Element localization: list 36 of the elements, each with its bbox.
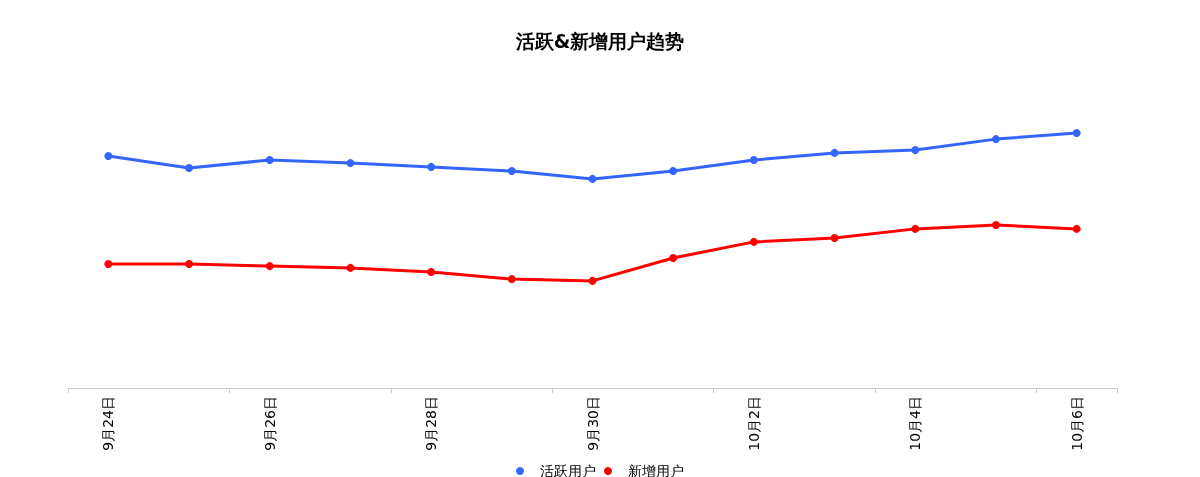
- x-tick-label: 10月2日: [745, 396, 762, 451]
- point: [265, 262, 274, 271]
- point: [507, 167, 516, 175]
- point: [588, 174, 597, 183]
- x-tick-label: 9月28日: [423, 396, 440, 451]
- point: [265, 156, 274, 165]
- point: [588, 276, 597, 285]
- x-tick-label: 10月6日: [1068, 396, 1085, 451]
- point: [104, 260, 113, 269]
- point: [185, 260, 194, 269]
- point: [346, 159, 355, 168]
- point: [427, 162, 436, 171]
- point: [669, 167, 678, 175]
- x-tick-label: 9月30日: [584, 396, 601, 451]
- point: [1072, 224, 1081, 233]
- point: [507, 275, 516, 284]
- x-tick-label: 9月26日: [261, 396, 278, 451]
- point: [185, 163, 194, 172]
- point: [991, 135, 1000, 144]
- point: [911, 224, 920, 233]
- x-tick-label: 10月4日: [907, 396, 924, 451]
- point: [427, 267, 436, 276]
- point: [911, 146, 920, 155]
- legend-label: 新增用户: [628, 463, 684, 477]
- chart-title: 活跃&新增用户趋势: [514, 29, 685, 52]
- point: [669, 253, 678, 262]
- point: [749, 156, 758, 165]
- point: [1072, 129, 1081, 137]
- point: [830, 148, 839, 157]
- point: [830, 234, 839, 243]
- point: [104, 151, 113, 160]
- legend-label: 活跃用户: [540, 463, 596, 477]
- point: [991, 221, 1000, 230]
- point: [346, 263, 355, 272]
- point: [749, 237, 758, 246]
- x-tick-label: 9月24日: [100, 396, 117, 451]
